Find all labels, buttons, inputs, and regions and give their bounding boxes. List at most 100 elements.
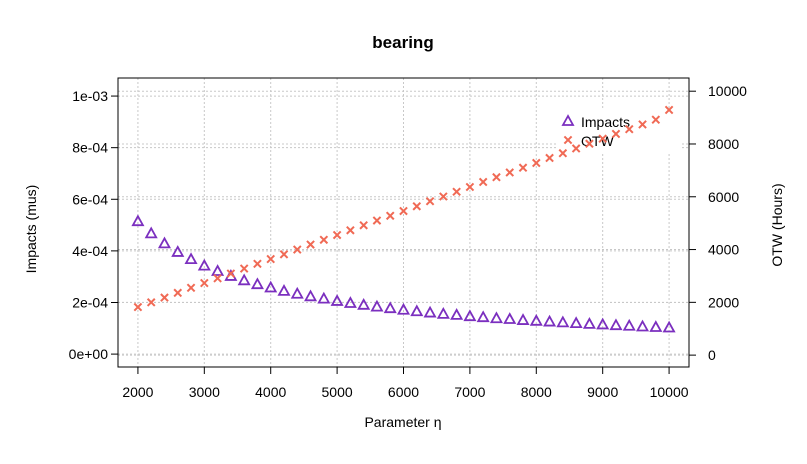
point-otw-31	[545, 153, 554, 163]
point-impacts-26	[476, 310, 490, 323]
point-impacts-23	[436, 306, 450, 319]
grid	[118, 78, 689, 367]
y-right-tick-label-1: 2000	[708, 294, 739, 310]
point-otw-20	[399, 206, 408, 216]
point-impacts-36	[609, 318, 623, 331]
point-impacts-0	[131, 214, 145, 227]
point-impacts-3	[171, 245, 185, 257]
point-impacts-40	[662, 320, 676, 333]
point-impacts-4	[184, 252, 198, 265]
point-impacts-1	[144, 226, 158, 239]
points	[131, 105, 676, 333]
point-otw-3	[173, 288, 183, 298]
point-otw-6	[213, 274, 222, 283]
point-otw-38	[638, 120, 647, 129]
point-otw-25	[465, 182, 475, 192]
y-left-axis-title: Impacts (mus)	[23, 185, 39, 274]
legend-marker-impacts	[561, 114, 575, 126]
point-impacts-16	[343, 296, 357, 308]
point-impacts-25	[463, 309, 477, 322]
x-tick-label-0: 2000	[122, 384, 153, 400]
legend-marker-otw	[563, 135, 573, 145]
y-right-axis-title: OTW (Hours)	[769, 183, 785, 266]
point-impacts-21	[410, 304, 424, 317]
chart-title: bearing	[372, 33, 433, 52]
legend-label-impacts: Impacts	[581, 114, 630, 130]
legend-marker-shape-0	[561, 114, 575, 126]
point-otw-0	[133, 302, 143, 312]
point-otw-9	[253, 259, 262, 269]
point-impacts-12	[290, 286, 304, 299]
x-tick-label-7: 9000	[587, 384, 618, 400]
point-otw-7	[226, 269, 236, 278]
point-impacts-37	[622, 318, 636, 331]
point-otw-1	[146, 298, 156, 307]
x-tick-label-4: 6000	[388, 384, 419, 400]
point-impacts-18	[370, 299, 384, 312]
point-otw-18	[372, 216, 382, 225]
point-otw-28	[505, 168, 515, 177]
point-otw-15	[332, 230, 342, 240]
point-impacts-24	[450, 308, 464, 320]
point-impacts-35	[596, 317, 610, 330]
x-tick-label-1: 3000	[189, 384, 220, 400]
point-impacts-33	[569, 316, 583, 329]
point-otw-23	[439, 192, 448, 201]
x-tick-label-3: 5000	[322, 384, 353, 400]
point-impacts-2	[157, 236, 172, 249]
point-impacts-6	[211, 264, 225, 276]
point-otw-39	[651, 115, 661, 125]
x-tick-label-6: 8000	[521, 384, 552, 400]
point-impacts-27	[489, 311, 503, 324]
point-otw-36	[611, 129, 621, 139]
point-impacts-29	[516, 313, 530, 325]
y-left-tick-label-0: 0e+00	[69, 346, 109, 362]
point-otw-35	[598, 134, 607, 144]
point-impacts-20	[396, 302, 411, 315]
y-right-tick-label-4: 8000	[708, 136, 739, 152]
y-left-tick-label-5: 1e-03	[72, 88, 108, 104]
x-tick-label-2: 4000	[255, 384, 286, 400]
point-otw-16	[346, 225, 355, 235]
point-impacts-22	[423, 305, 437, 318]
point-otw-13	[306, 240, 315, 249]
legend-marker-shape-1	[563, 135, 573, 145]
point-otw-21	[412, 201, 422, 211]
x-tick-label-8: 10000	[650, 384, 689, 400]
point-otw-17	[359, 220, 368, 230]
point-otw-27	[492, 172, 501, 182]
point-otw-12	[292, 245, 302, 254]
point-otw-33	[571, 144, 581, 153]
point-otw-34	[585, 139, 594, 149]
point-otw-40	[664, 105, 674, 115]
point-otw-2	[160, 293, 169, 302]
point-impacts-8	[237, 273, 251, 286]
point-otw-26	[478, 177, 488, 187]
point-impacts-10	[264, 280, 278, 293]
point-otw-37	[624, 124, 634, 134]
point-otw-5	[200, 278, 209, 288]
point-otw-4	[186, 283, 196, 293]
point-otw-29	[518, 163, 528, 173]
point-impacts-17	[357, 297, 371, 310]
y-right-tick-label-3: 6000	[708, 189, 739, 205]
y-left-tick-label-4: 8e-04	[72, 140, 108, 156]
x-axis-title: Parameter η	[364, 414, 441, 430]
y-left-tick-label-3: 6e-04	[72, 191, 108, 207]
point-impacts-11	[277, 284, 291, 296]
y-left-tick-label-2: 4e-04	[72, 243, 108, 259]
y-right-tick-label-0: 0	[708, 347, 716, 363]
point-impacts-39	[649, 320, 663, 332]
y-right-tick-label-2: 4000	[708, 242, 739, 258]
point-impacts-34	[582, 317, 596, 329]
point-otw-11	[279, 249, 289, 259]
point-otw-19	[385, 211, 395, 221]
x-tick-label-5: 7000	[454, 384, 485, 400]
point-impacts-5	[197, 258, 211, 271]
point-impacts-30	[529, 313, 543, 326]
point-otw-30	[531, 158, 541, 168]
point-otw-8	[239, 264, 249, 273]
point-impacts-28	[503, 312, 517, 324]
y-left-tick-label-1: 2e-04	[72, 294, 108, 310]
